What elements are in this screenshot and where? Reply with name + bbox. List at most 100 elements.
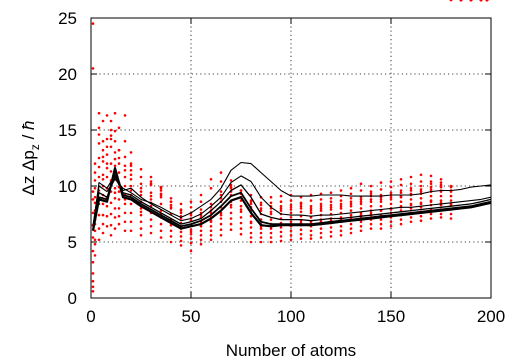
scatter-point (469, 0, 473, 2)
scatter-point (229, 206, 233, 209)
scatter-point (369, 222, 373, 226)
scatter-point (123, 202, 127, 206)
scatter-point (159, 229, 163, 233)
scatter-point (429, 182, 433, 186)
scatter-point (269, 227, 273, 230)
scatter-point (339, 207, 343, 210)
scatter-point (339, 204, 343, 208)
y-axis-label-hbar: ħ (19, 120, 38, 129)
scatter-point (139, 210, 143, 214)
scatter-point (91, 67, 95, 70)
scatter-point (189, 232, 193, 236)
scatter-point (229, 211, 233, 215)
scatter-point (289, 211, 293, 215)
scatter-point (279, 200, 283, 203)
scatter-point (139, 193, 143, 197)
scatter-point (139, 220, 143, 224)
scatter-point (449, 212, 453, 216)
scatter-point (169, 200, 173, 203)
scatter-point (117, 222, 121, 226)
scatter-point (349, 186, 353, 190)
scatter-point (269, 231, 273, 235)
scatter-point (179, 239, 183, 243)
scatter-point (149, 218, 153, 221)
scatter-point (97, 165, 101, 169)
scatter-point (93, 254, 97, 257)
scatter-point (139, 190, 143, 193)
y-tick-labels: 0 5 10 15 20 25 (58, 9, 77, 308)
scatter-point (339, 202, 343, 206)
scatter-point (329, 191, 333, 194)
scatter-point (319, 209, 323, 212)
scatter-point (113, 191, 117, 194)
scatter-point (101, 155, 105, 159)
scatter-point (129, 184, 133, 188)
scatter-point (139, 182, 143, 186)
scatter-point (109, 145, 113, 149)
scatter-point (449, 0, 453, 2)
scatter-point (339, 189, 343, 192)
scatter-point (101, 202, 105, 206)
scatter-point (229, 217, 233, 220)
scatter-point (129, 220, 133, 224)
scatter-point (259, 231, 263, 235)
scatter-point (113, 111, 117, 115)
scatter-point (319, 227, 323, 230)
scatter-point (209, 186, 213, 190)
scatter-point (101, 173, 105, 177)
scatter-point (105, 114, 109, 117)
scatter-point (179, 202, 183, 206)
scatter-point (379, 222, 383, 226)
scatter-point (109, 162, 113, 165)
scatter-point (149, 198, 153, 201)
scatter-point (389, 191, 393, 194)
scatter-point (439, 212, 443, 216)
scatter-point (113, 157, 117, 161)
scatter-point (117, 214, 121, 218)
scatter-point (359, 202, 363, 206)
y-axis-label: Δz Δpz / ħ (19, 120, 42, 195)
scatter-point (97, 156, 101, 160)
scatter-point (419, 197, 423, 200)
scatter-point (101, 178, 105, 181)
scatter-point (379, 200, 383, 203)
scatter-point (219, 217, 223, 220)
scatter-point (129, 202, 133, 206)
scatter-point (123, 114, 127, 117)
scatter-point (439, 183, 443, 187)
scatter-point (117, 126, 121, 130)
scatter-point (179, 244, 183, 247)
scatter-point (123, 220, 127, 224)
scatter-point (159, 202, 163, 206)
scatter-point (389, 180, 393, 183)
scatter-point (97, 213, 101, 217)
x-tick-label: 200 (477, 307, 505, 326)
scatter-point (439, 185, 443, 189)
scatter-point (329, 197, 333, 200)
scatter-point (449, 217, 453, 220)
scatter-point (159, 222, 163, 226)
scatter-point (189, 237, 193, 240)
scatter-point (123, 211, 127, 215)
scatter-point (179, 230, 183, 234)
scatter-point (479, 0, 483, 2)
scatter-point (129, 164, 133, 168)
scatter-point (249, 221, 253, 225)
scatter-point (279, 194, 283, 198)
scatter-point (129, 151, 133, 154)
scatter-point (439, 216, 443, 219)
scatter-point (449, 199, 453, 202)
scatter-point (91, 190, 95, 193)
scatter-point (349, 192, 353, 196)
scatter-point (129, 169, 133, 172)
scatter-point (123, 175, 127, 179)
scatter-point (289, 229, 293, 233)
axis-ticks (90, 17, 492, 299)
scatter-point (259, 201, 263, 205)
scatter-point (349, 222, 353, 226)
scatter-point (91, 260, 95, 264)
scatter-point (289, 199, 293, 202)
scatter-point (309, 204, 313, 208)
scatter-point (419, 188, 423, 191)
scatter-point (329, 200, 333, 203)
